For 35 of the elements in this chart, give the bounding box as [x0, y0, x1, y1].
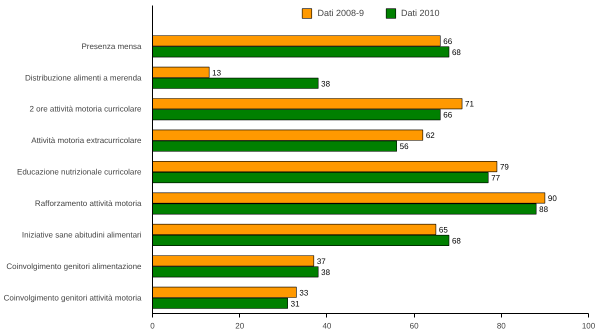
data-label: 77: [491, 174, 501, 183]
data-label: 38: [321, 268, 331, 277]
data-label: 56: [400, 142, 410, 152]
data-label: 33: [299, 288, 309, 298]
data-label: 68: [452, 236, 462, 246]
x-tick-label: 60: [410, 322, 420, 330]
y-tick-label: Attività motoria extracurricolare: [31, 136, 142, 146]
data-label: 65: [438, 225, 448, 234]
data-label: 38: [321, 79, 331, 88]
legend-label: Dati 2010: [401, 8, 440, 18]
data-label: 37: [316, 256, 326, 266]
x-tick-label: 40: [322, 322, 332, 330]
x-tick-label: 100: [582, 322, 596, 330]
x-tick-label: 0: [150, 322, 156, 330]
data-label: 66: [443, 36, 453, 46]
x-tick-label: 80: [496, 322, 506, 330]
y-tick-label: Distribuzione alimenti a merenda: [25, 73, 142, 82]
data-label: 31: [290, 299, 300, 308]
y-tick-label: Iniziative sane abitudini alimentari: [22, 230, 142, 240]
y-tick-label: Rafforzamento attività motoria: [34, 199, 142, 208]
data-label: 79: [500, 162, 510, 172]
data-label: 13: [212, 68, 222, 78]
x-tick-label: 20: [235, 322, 245, 330]
y-tick-label: Presenza mensa: [81, 42, 142, 51]
y-tick-label: 2 ore attività motoria curricolare: [29, 104, 142, 114]
y-tick-label: Coinvolgimento genitori attività motoria: [4, 293, 142, 302]
data-label: 90: [548, 194, 558, 203]
data-label: 71: [465, 100, 475, 109]
data-label: 68: [452, 48, 462, 57]
y-tick-label: Coinvolgimento genitori alimentazione: [6, 262, 142, 271]
data-label: 62: [426, 131, 436, 140]
data-label: 88: [539, 205, 549, 214]
y-tick-label: Educazione nutrizionale curricolare: [16, 168, 142, 177]
data-label: 66: [443, 110, 453, 120]
legend-label: Dati 2008-9: [317, 8, 364, 18]
